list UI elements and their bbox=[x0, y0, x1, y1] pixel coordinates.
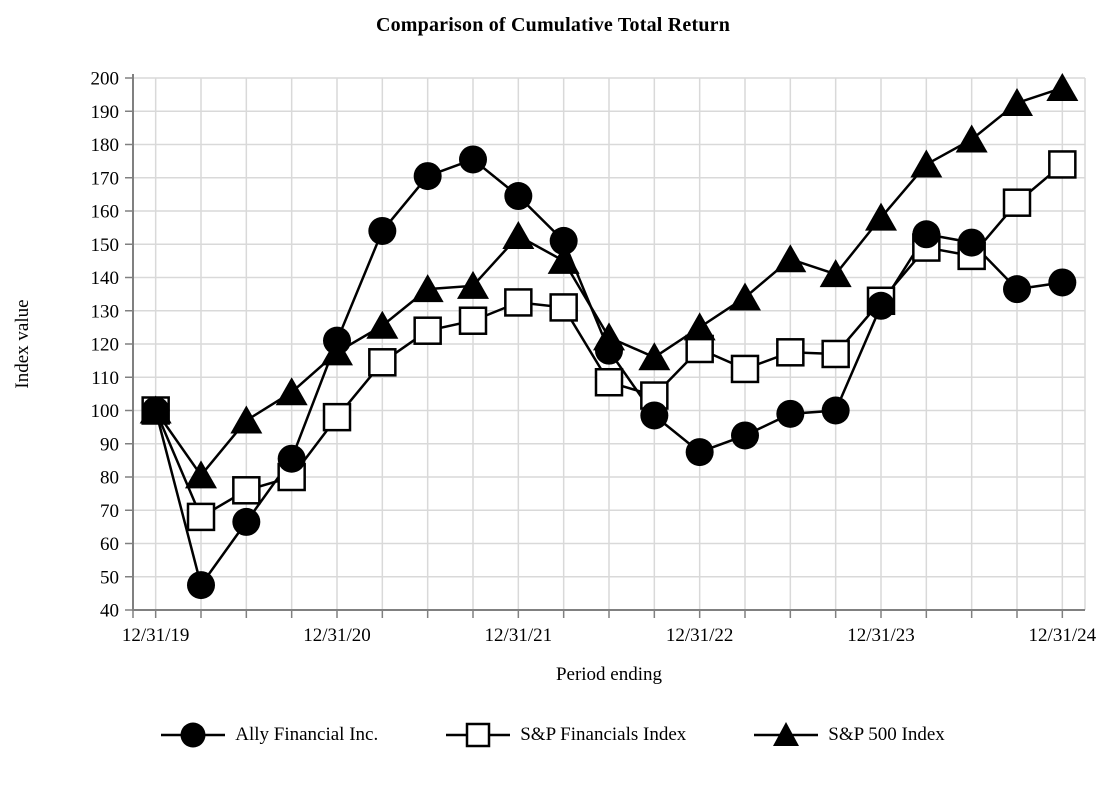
y-tick-label: 110 bbox=[91, 368, 119, 389]
y-tick-label: 120 bbox=[91, 335, 120, 356]
x-tick-label: 12/31/22 bbox=[666, 625, 734, 646]
triangle-marker bbox=[139, 395, 172, 424]
square-marker bbox=[458, 306, 488, 335]
circle-marker bbox=[368, 216, 397, 245]
x-tick-label: 12/31/20 bbox=[303, 625, 371, 646]
triangle-marker bbox=[230, 405, 263, 434]
y-tick-label: 150 bbox=[91, 235, 120, 256]
series-markers-circle bbox=[141, 145, 1077, 600]
y-tick-label: 100 bbox=[91, 401, 120, 422]
y-tick-label: 170 bbox=[91, 168, 120, 189]
circle-marker bbox=[413, 162, 442, 191]
circle-marker bbox=[867, 291, 895, 320]
chart-legend: Ally Financial Inc. S&P Financials Index S… bbox=[0, 718, 1106, 752]
square-legend-marker-icon bbox=[446, 722, 511, 748]
y-tick-label: 200 bbox=[91, 69, 120, 90]
triangle-marker bbox=[457, 270, 489, 299]
y-tick-label: 50 bbox=[100, 567, 119, 588]
circle-marker bbox=[821, 396, 850, 425]
triangle-marker bbox=[910, 149, 943, 178]
square-marker bbox=[1048, 150, 1077, 179]
y-tick-label: 180 bbox=[91, 135, 120, 156]
circle-marker bbox=[504, 182, 533, 211]
y-axis-title: Index value bbox=[12, 299, 33, 388]
triangle-marker bbox=[1001, 87, 1033, 116]
triangle-marker bbox=[729, 282, 761, 311]
legend-item-s-p-500-index: S&P 500 Index bbox=[754, 718, 945, 752]
y-tick-label: 190 bbox=[91, 102, 120, 123]
y-tick-label: 140 bbox=[91, 268, 120, 289]
y-tick-label: 80 bbox=[100, 468, 119, 489]
triangle-legend-marker-icon bbox=[754, 722, 819, 746]
circle-marker bbox=[685, 438, 714, 467]
triangle-marker bbox=[955, 124, 988, 153]
circle-marker bbox=[1048, 268, 1077, 297]
square-marker bbox=[368, 348, 397, 377]
circle-marker bbox=[459, 145, 487, 174]
legend-item-ally-financial-inc: Ally Financial Inc. bbox=[161, 718, 378, 752]
plot-area: 40 50 60 70 80 90 100 110 120 130 140 150 160 170 180 1… bbox=[12, 69, 1097, 686]
x-tick-label: 12/31/19 bbox=[122, 625, 190, 646]
circle-legend-marker-icon bbox=[161, 722, 226, 748]
triangle-marker bbox=[1046, 72, 1079, 101]
y-tick-label: 160 bbox=[91, 202, 120, 223]
triangle-marker bbox=[185, 460, 217, 489]
square-marker bbox=[776, 338, 805, 367]
legend-label: Ally Financial Inc. bbox=[235, 724, 379, 745]
circle-marker bbox=[232, 507, 261, 536]
series-markers-triangle bbox=[139, 72, 1079, 489]
circle-marker bbox=[187, 571, 215, 600]
square-marker bbox=[322, 402, 352, 432]
y-tick-label: 60 bbox=[100, 534, 119, 555]
circle-marker bbox=[549, 226, 578, 255]
square-marker bbox=[730, 354, 760, 384]
x-axis-title: Period ending bbox=[556, 664, 663, 685]
triangle-marker bbox=[502, 220, 535, 249]
circle-marker bbox=[640, 401, 669, 430]
square-marker bbox=[232, 476, 261, 505]
circle-marker bbox=[277, 444, 306, 473]
legend-label: S&P 500 Index bbox=[828, 724, 945, 745]
y-tick-label: 70 bbox=[100, 501, 119, 522]
triangle-marker bbox=[819, 259, 852, 288]
triangle-marker bbox=[638, 342, 671, 371]
triangle-marker bbox=[774, 244, 807, 273]
triangle-marker bbox=[683, 312, 716, 341]
square-marker bbox=[186, 502, 216, 532]
legend-label: S&P Financials Index bbox=[520, 724, 687, 745]
triangle-marker bbox=[865, 202, 897, 231]
circle-marker bbox=[912, 220, 941, 249]
triangle-marker bbox=[366, 310, 399, 339]
square-marker bbox=[413, 316, 442, 345]
square-marker bbox=[821, 339, 850, 369]
y-tick-label: 40 bbox=[100, 601, 119, 622]
circle-marker bbox=[776, 399, 805, 428]
x-tick-label: 12/31/21 bbox=[485, 625, 553, 646]
triangle-marker bbox=[593, 322, 625, 351]
y-tick-label: 130 bbox=[91, 301, 120, 322]
x-tick-label: 12/31/23 bbox=[847, 625, 915, 646]
square-marker bbox=[504, 288, 533, 317]
triangle-marker bbox=[275, 377, 308, 406]
square-marker bbox=[549, 293, 578, 322]
triangle-marker bbox=[321, 337, 353, 366]
chart-title: Comparison of Cumulative Total Return bbox=[375, 14, 731, 36]
x-tick-label: 12/31/24 bbox=[1029, 625, 1097, 646]
triangle-marker bbox=[411, 274, 444, 303]
square-marker bbox=[1002, 188, 1032, 217]
legend-item-s-p-financials-index: S&P Financials Index bbox=[446, 718, 686, 752]
circle-marker bbox=[1003, 275, 1031, 304]
circle-marker bbox=[957, 228, 986, 257]
y-tick-label: 90 bbox=[100, 434, 119, 455]
circle-marker bbox=[731, 421, 759, 450]
triangle-marker bbox=[547, 245, 580, 274]
square-marker bbox=[594, 367, 624, 397]
